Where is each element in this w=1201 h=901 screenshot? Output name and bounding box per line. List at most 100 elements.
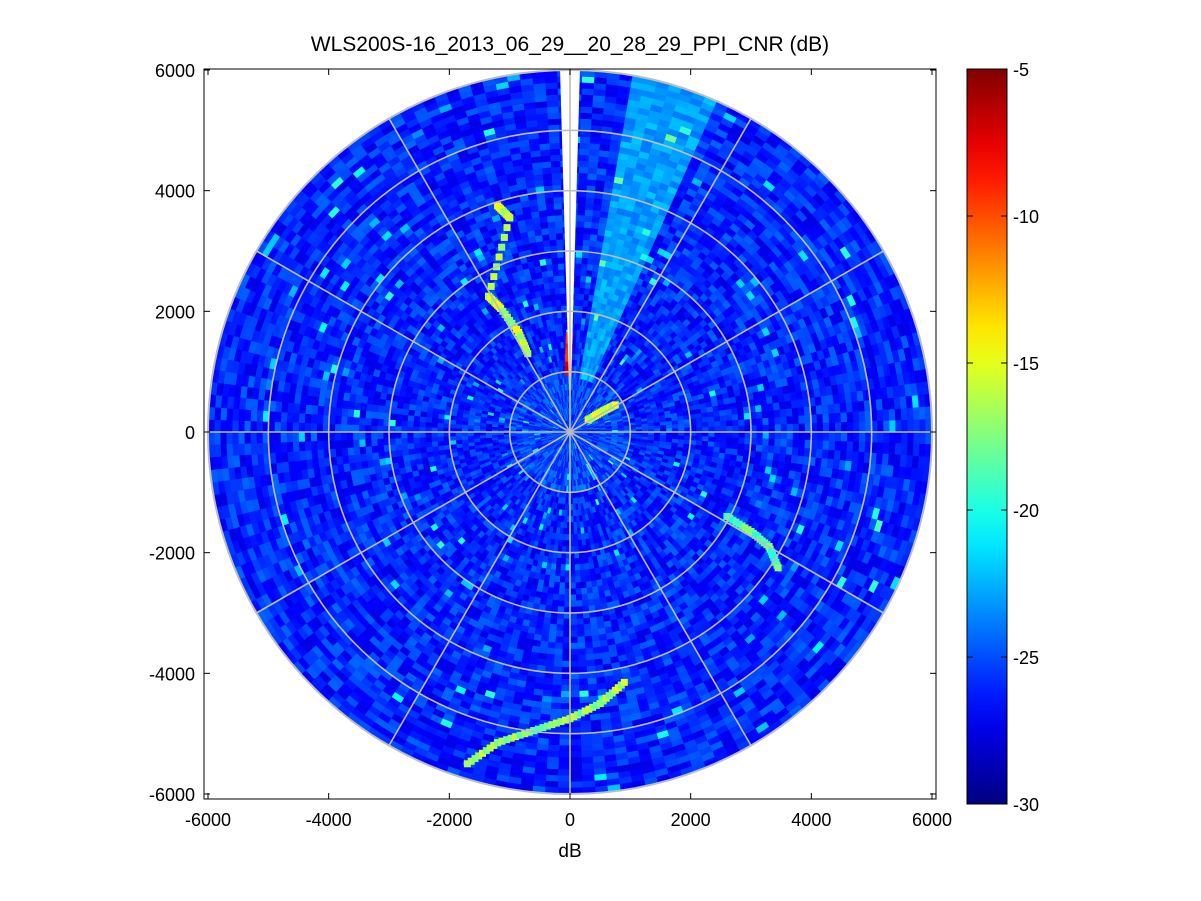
ppi-bin: [558, 588, 565, 596]
ppi-bin: [564, 582, 571, 590]
ppi-bin: [577, 539, 583, 547]
ppi-bin: [720, 426, 728, 433]
ppi-bin: [707, 441, 715, 448]
ppi-bin: [400, 419, 408, 427]
ppi-bin: [647, 425, 655, 430]
ppi-bin: [552, 269, 560, 277]
ppi-bin: [574, 274, 582, 282]
ppi-bin: [407, 448, 416, 456]
ppi-bin: [578, 563, 585, 571]
ppi-bin: [659, 424, 667, 430]
ppi-bin: [696, 422, 704, 428]
ppi-bin: [575, 594, 583, 602]
ppi-bin: [726, 431, 734, 439]
ppi-bin: [720, 420, 728, 428]
ppi-bin: [563, 588, 571, 596]
ppi-bin: [561, 317, 567, 325]
ppi-bin: [726, 425, 734, 433]
ppi-bin: [575, 262, 583, 270]
ppi-bin: [714, 421, 722, 428]
ppi-bin: [583, 563, 590, 571]
ppi-bin: [584, 569, 591, 577]
ppi-bin: [732, 431, 740, 439]
ppi-bin: [461, 435, 469, 440]
ppi-bin: [406, 425, 414, 433]
ppi-bin: [560, 558, 566, 566]
ppi-bin: [574, 286, 581, 294]
ppi-bin: [560, 298, 566, 306]
ppi-bin: [562, 323, 567, 331]
ppi-bin: [424, 436, 432, 443]
ppi-bin: [714, 436, 722, 443]
ppi-bin: [569, 582, 576, 590]
ppi-bin: [552, 587, 560, 595]
ppi-bin: [574, 582, 582, 590]
ppi-bin: [580, 275, 587, 283]
ppi-bin: [406, 431, 414, 439]
ppi-bin: [671, 424, 679, 429]
ppi-bin: [725, 414, 733, 422]
ppi-bin: [569, 594, 577, 602]
ppi-bin: [580, 587, 588, 595]
ppi-bin: [585, 581, 593, 589]
ppi-bin: [455, 439, 463, 445]
ppi-bin: [573, 533, 578, 541]
ppi-bin: [400, 431, 408, 439]
ppi-bin: [554, 569, 561, 577]
ppi-bin: [696, 436, 704, 442]
ppi-bin: [677, 423, 685, 429]
ppi-bin: [547, 275, 555, 283]
ppi-bin: [701, 417, 709, 424]
ppi-bin: [436, 422, 444, 428]
ppi-bin: [554, 287, 561, 295]
ppi-bin: [413, 415, 421, 422]
ppi-bin: [473, 434, 481, 440]
ppi-bin: [731, 443, 739, 451]
ppi-bin: [574, 292, 581, 300]
ppi-bin: [412, 431, 420, 438]
ppi-bin: [574, 570, 581, 578]
ppi-bin: [557, 317, 563, 325]
ppi-bin: [578, 557, 585, 565]
ppi-bin: [708, 421, 716, 428]
ppi-bin: [701, 412, 709, 419]
ppi-bin: [574, 558, 580, 566]
ppi-bin: [580, 581, 587, 589]
ppi-bin: [579, 575, 587, 583]
ppi-bin: [708, 436, 716, 443]
ppi-bin: [431, 445, 439, 452]
ppi-bin: [546, 592, 554, 601]
ppi-bin: [559, 280, 566, 288]
ppi-bin: [572, 509, 577, 517]
ppi-bin: [725, 442, 733, 450]
ppi-bin: [707, 416, 715, 423]
ppi-bin: [719, 409, 727, 417]
ppi-bin: [407, 414, 415, 422]
ppi-bin: [436, 436, 444, 442]
ppi-bin: [418, 436, 426, 443]
ppi-bin: [412, 420, 420, 428]
ppi-bin: [558, 274, 566, 282]
ppi-bin: [555, 293, 562, 301]
ppi-bin: [406, 437, 414, 444]
ppi-bin: [575, 588, 582, 596]
ppi-bin: [726, 420, 734, 427]
ppi-bin: [430, 421, 438, 428]
ppi-bin: [437, 440, 445, 447]
ppi-bin: [557, 594, 565, 602]
ppi-bin: [549, 287, 556, 295]
ppi-bin: [413, 442, 421, 449]
ppi-bin: [406, 420, 414, 427]
ppi-bin: [702, 436, 710, 443]
ppi-bin: [730, 448, 739, 456]
ppi-bin: [573, 527, 578, 535]
ppi-bin: [586, 263, 594, 272]
ppi-bin: [724, 408, 733, 416]
ppi-bin: [719, 442, 727, 449]
ppi-bin: [579, 569, 586, 577]
ppi-bin: [720, 431, 728, 438]
ppi-bin: [586, 586, 594, 595]
ppi-bin: [558, 582, 566, 590]
ppi-bin: [425, 416, 433, 423]
